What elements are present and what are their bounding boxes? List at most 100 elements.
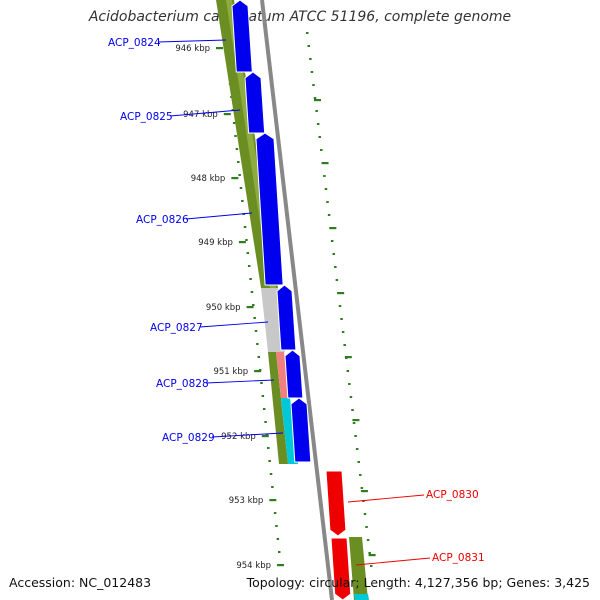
ring-dot [323, 175, 326, 177]
ring-dot [234, 135, 237, 137]
ring-dot [309, 58, 312, 60]
pink-feature [276, 352, 289, 398]
ring-dot [247, 265, 251, 267]
forward-gene-block [231, 0, 253, 73]
forward-gene-block [290, 397, 312, 463]
gene-leader-line [347, 494, 425, 503]
ring-dot [368, 552, 371, 554]
kbp-tick-mark [254, 370, 262, 373]
ring-dot [245, 239, 248, 241]
ring-dot [276, 538, 280, 540]
outer-tick-mark [368, 554, 376, 557]
kbp-tick-label: 947 kbp [183, 110, 218, 120]
kbp-tick-mark [223, 113, 231, 116]
ring-dot [268, 460, 271, 462]
gene-leader-line [157, 39, 227, 43]
ring-dot [332, 253, 336, 255]
outer-tick-mark [352, 419, 360, 422]
gene-label: ACP_0824 [108, 37, 161, 49]
ring-dot [318, 136, 321, 138]
gene-labels: ACP_0824 ACP_0825 ACP_0826 ACP_0827 ACP_0828… [108, 37, 485, 566]
ring-dot [369, 565, 373, 567]
kbp-tick-mark [246, 306, 254, 309]
gene-leader-line [169, 109, 241, 117]
outer-tick-mark [329, 227, 337, 230]
kbp-tick-label: 946 kbp [175, 44, 210, 54]
ring-dot [267, 447, 270, 449]
ring-dot [366, 539, 370, 541]
gene-label: ACP_0831 [432, 552, 485, 564]
ring-dot [355, 448, 359, 450]
ring-dot [261, 395, 265, 397]
ring-dot [327, 214, 331, 216]
kbp-tick-label: 951 kbp [213, 367, 248, 377]
ring-dot [307, 45, 311, 47]
ring-dot [343, 344, 346, 346]
ring-dot [306, 32, 309, 34]
ring-dot [346, 370, 350, 372]
forward-gene-block [244, 71, 266, 134]
gene-leader-line [199, 321, 269, 328]
kbp-tick-label: 952 kbp [221, 432, 256, 442]
gene-label: ACP_0829 [162, 432, 215, 444]
ring-dot [253, 317, 256, 319]
kbp-tick-mark [231, 177, 239, 180]
ring-dot [239, 187, 243, 189]
gene-label: ACP_0826 [136, 214, 189, 226]
ring-dot [341, 331, 345, 333]
ring-dot [348, 383, 351, 385]
gene-leader-line [205, 379, 275, 384]
forward-gene-block [255, 132, 284, 286]
kbp-tick-label: 954 kbp [236, 561, 271, 571]
ring-dot [340, 318, 343, 320]
outer-tick-mark [360, 490, 368, 493]
ring-dot [252, 304, 255, 306]
accession-label: Accession: NC_012483 [9, 575, 152, 590]
cds-track-right [349, 537, 368, 600]
ring-dot [241, 200, 244, 202]
gene-leader-line [211, 432, 284, 438]
ring-dot [264, 421, 267, 423]
ring-dot [324, 188, 328, 190]
kbp-tick-mark [277, 564, 285, 567]
ring-dot [310, 71, 314, 73]
ring-dot [237, 161, 240, 163]
ring-dot [260, 382, 263, 384]
ring-dot [357, 461, 360, 463]
forward-gene-block [276, 284, 297, 351]
ring-dot [256, 343, 259, 345]
ring-dot [334, 266, 337, 268]
ring-dot [359, 474, 362, 476]
ring-dot [249, 278, 252, 280]
kbp-tick-label: 953 kbp [229, 496, 264, 506]
gene-label: ACP_0825 [120, 111, 173, 123]
ring-dot [271, 486, 274, 488]
ring-dot [360, 487, 364, 489]
topology-label: Topology: circular; Length: 4,127,356 bp… [246, 575, 590, 590]
forward-gene-block [284, 349, 304, 399]
ring-dot [338, 305, 342, 307]
ring-dot [246, 252, 250, 254]
gene-leader-line [185, 212, 253, 220]
kbp-tick-label: 950 kbp [206, 303, 241, 313]
ring-dot [273, 512, 277, 514]
outer-tick-mark [321, 162, 329, 165]
kbp-ticks: 946 kbp 947 kbp 948 kbp 949 kbp 950 kbp 951 k… [175, 44, 376, 571]
ring-dot [363, 513, 367, 515]
ring-dot [330, 240, 334, 242]
reverse-strand-genes [325, 470, 352, 600]
gene-label: ACP_0830 [426, 489, 479, 501]
cyan-feature-bottom [354, 594, 369, 600]
outer-tick-mark [337, 292, 345, 295]
ring-dot [354, 435, 357, 437]
ring-dot [277, 551, 281, 553]
ring-dot [275, 525, 278, 527]
reverse-gene-block [325, 470, 347, 537]
map-title: Acidobacterium capsulatum ATCC 51196, co… [88, 9, 512, 25]
kbp-tick-mark [261, 435, 269, 438]
ring-dot [312, 84, 315, 86]
ring-dot [349, 396, 353, 398]
outer-tick-mark [314, 99, 321, 102]
